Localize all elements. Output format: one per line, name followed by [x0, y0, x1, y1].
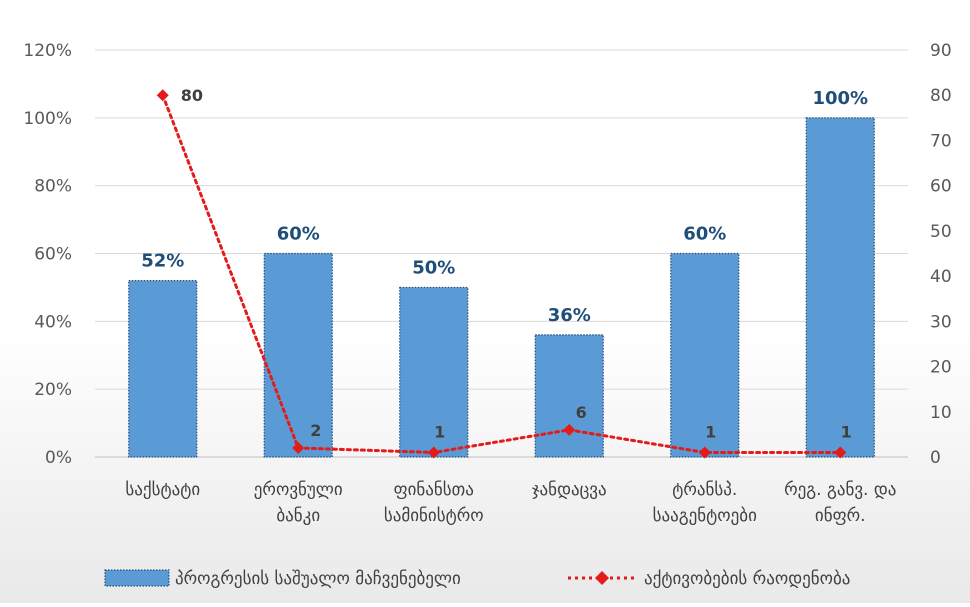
legend-line-label: აქტივობების რაოდენობა [644, 569, 850, 589]
left-tick-label: 100% [23, 109, 72, 129]
right-tick-label: 10 [930, 403, 952, 423]
category-label: რეგ. განვ. და [784, 480, 896, 500]
bar [534, 334, 604, 458]
line-point [427, 446, 440, 459]
line-point [698, 446, 711, 459]
left-axis-ticks: 0% 20% 40% 60% 80% 100% 120% [23, 41, 72, 468]
line-point [156, 89, 169, 102]
bar-value-label: 36% [548, 305, 591, 326]
legend-line-marker [595, 571, 609, 585]
right-tick-label: 20 [930, 358, 952, 378]
right-tick-label: 0 [930, 448, 941, 468]
bar-value-label: 52% [141, 251, 184, 272]
line-series [156, 89, 847, 459]
category-label: ინფრ. [815, 506, 866, 526]
bar-data-labels: 52% 60% 50% 36% 60% 100% [141, 88, 868, 326]
category-label: ეროვნული [254, 480, 343, 500]
line-point [834, 446, 847, 459]
right-tick-label: 80 [930, 86, 952, 106]
right-tick-label: 90 [930, 41, 952, 61]
line-value-label: 6 [576, 403, 587, 422]
category-label: სამინისტრო [384, 506, 484, 526]
category-label: ბანკი [276, 506, 320, 526]
bar-value-label: 60% [683, 224, 726, 245]
legend-bar-label: პროგრესის საშუალო მაჩვენებელი [175, 569, 461, 589]
line-data-labels: 802 161 1 [181, 86, 852, 441]
line-value-label: 1 [434, 422, 445, 441]
category-label: სააგენტოები [653, 506, 757, 526]
left-tick-label: 120% [23, 41, 72, 61]
left-tick-label: 20% [34, 380, 72, 400]
left-tick-label: 80% [34, 177, 72, 197]
bar-value-label: 100% [812, 88, 868, 109]
bar [399, 286, 469, 458]
category-labels: საქსტატი ეროვნული ბანკი ფინანსთა სამინისტრო ჯ… [125, 480, 896, 526]
right-tick-label: 30 [930, 312, 952, 332]
bar [670, 252, 740, 458]
left-tick-label: 60% [34, 245, 72, 265]
left-tick-label: 0% [45, 448, 72, 468]
right-axis-ticks: 0 10 20 30 40 50 60 70 80 90 [930, 41, 952, 468]
right-tick-label: 70 [930, 131, 952, 151]
line-point [563, 423, 576, 436]
line-path [161, 93, 842, 454]
bar-series [128, 117, 875, 458]
legend-bar-swatch [104, 569, 170, 587]
line-value-label: 80 [181, 86, 203, 105]
bar [805, 117, 875, 458]
line-point [292, 441, 305, 454]
bar-value-label: 60% [277, 224, 320, 245]
legend: პროგრესის საშუალო მაჩვენებელი აქტივობების… [104, 569, 850, 589]
bar [263, 252, 333, 458]
category-label: საქსტატი [125, 480, 200, 500]
category-label: ტრანსპ. [672, 480, 737, 500]
bar [128, 280, 198, 458]
bar-value-label: 50% [412, 257, 455, 278]
line-value-label: 1 [841, 422, 852, 441]
category-label: ჯანდაცვა [532, 480, 607, 500]
line-value-label: 2 [310, 421, 321, 440]
category-label: ფინანსთა [394, 480, 474, 500]
line-value-label: 1 [705, 422, 716, 441]
left-tick-label: 40% [34, 312, 72, 332]
gridlines [95, 49, 908, 458]
right-tick-label: 40 [930, 267, 952, 287]
right-tick-label: 50 [930, 222, 952, 242]
right-tick-label: 60 [930, 177, 952, 197]
